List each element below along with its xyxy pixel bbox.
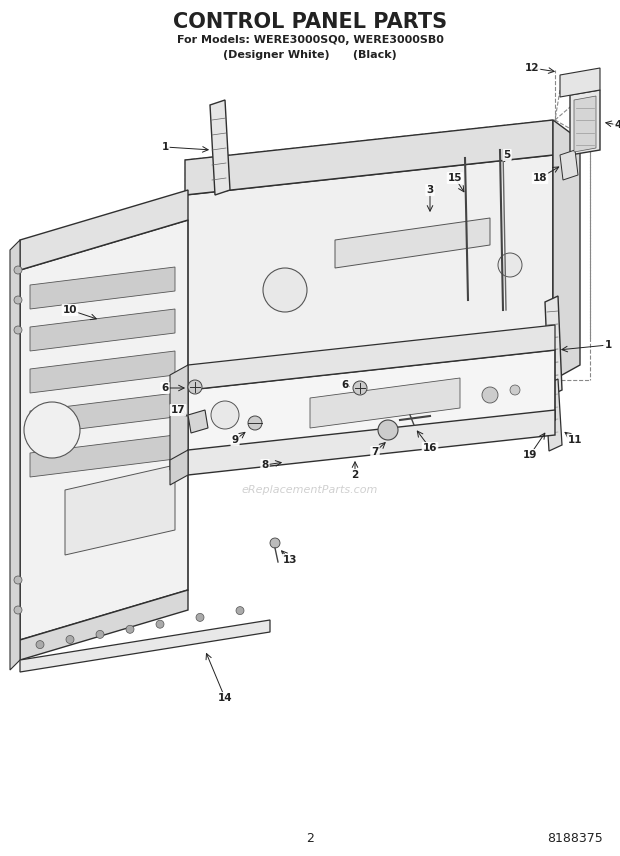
Polygon shape xyxy=(30,351,175,393)
Polygon shape xyxy=(20,190,188,270)
Text: 5: 5 xyxy=(503,150,511,160)
Circle shape xyxy=(196,614,204,621)
Polygon shape xyxy=(188,325,555,390)
Circle shape xyxy=(188,380,202,394)
Text: 9: 9 xyxy=(231,435,239,445)
Circle shape xyxy=(263,268,307,312)
Circle shape xyxy=(36,640,44,649)
Polygon shape xyxy=(560,68,600,97)
Text: 1: 1 xyxy=(604,340,611,350)
Text: 11: 11 xyxy=(568,435,582,445)
Polygon shape xyxy=(185,155,553,420)
Polygon shape xyxy=(30,393,175,435)
Polygon shape xyxy=(185,120,553,195)
Circle shape xyxy=(156,621,164,628)
Circle shape xyxy=(482,387,498,403)
Text: 10: 10 xyxy=(63,305,78,315)
Polygon shape xyxy=(20,220,188,640)
Polygon shape xyxy=(170,450,188,485)
Polygon shape xyxy=(20,620,270,672)
Text: 8: 8 xyxy=(262,460,268,470)
Polygon shape xyxy=(553,120,580,380)
Polygon shape xyxy=(170,365,188,470)
Text: 14: 14 xyxy=(218,693,232,703)
Circle shape xyxy=(14,296,22,304)
Polygon shape xyxy=(65,465,175,555)
Polygon shape xyxy=(30,309,175,351)
Polygon shape xyxy=(30,267,175,309)
Text: 6: 6 xyxy=(161,383,169,393)
Text: 4: 4 xyxy=(614,120,620,130)
Circle shape xyxy=(14,576,22,584)
Polygon shape xyxy=(20,590,188,660)
Text: 17: 17 xyxy=(170,405,185,415)
Circle shape xyxy=(270,538,280,548)
Circle shape xyxy=(24,402,80,458)
Polygon shape xyxy=(570,90,600,155)
Polygon shape xyxy=(10,240,20,670)
Polygon shape xyxy=(545,296,562,396)
Circle shape xyxy=(236,607,244,615)
Circle shape xyxy=(126,625,134,633)
Circle shape xyxy=(378,420,398,440)
Text: 12: 12 xyxy=(525,63,539,73)
Circle shape xyxy=(248,416,262,430)
Circle shape xyxy=(14,326,22,334)
Text: CONTROL PANEL PARTS: CONTROL PANEL PARTS xyxy=(173,12,447,32)
Text: 18: 18 xyxy=(533,173,547,183)
Circle shape xyxy=(14,266,22,274)
Text: 8188375: 8188375 xyxy=(547,831,603,845)
Text: 2: 2 xyxy=(306,831,314,845)
Circle shape xyxy=(66,635,74,644)
Circle shape xyxy=(353,381,367,395)
Polygon shape xyxy=(310,378,460,428)
Text: 13: 13 xyxy=(283,555,297,565)
Polygon shape xyxy=(188,410,208,433)
Polygon shape xyxy=(188,410,555,475)
Polygon shape xyxy=(560,150,578,180)
Polygon shape xyxy=(545,379,562,451)
Circle shape xyxy=(14,606,22,614)
Text: 15: 15 xyxy=(448,173,463,183)
Text: (Designer White)      (Black): (Designer White) (Black) xyxy=(223,50,397,60)
Circle shape xyxy=(211,401,239,429)
Text: 16: 16 xyxy=(423,443,437,453)
Text: 1: 1 xyxy=(161,142,169,152)
Text: 6: 6 xyxy=(342,380,348,390)
Polygon shape xyxy=(335,218,490,268)
Text: 7: 7 xyxy=(371,447,379,457)
Polygon shape xyxy=(30,435,175,477)
Text: 19: 19 xyxy=(523,450,537,460)
Text: 2: 2 xyxy=(352,470,358,480)
Polygon shape xyxy=(210,100,230,195)
Circle shape xyxy=(96,630,104,639)
Text: 3: 3 xyxy=(427,185,433,195)
Text: eReplacementParts.com: eReplacementParts.com xyxy=(242,485,378,495)
Polygon shape xyxy=(188,350,555,460)
Circle shape xyxy=(510,385,520,395)
Polygon shape xyxy=(574,96,596,152)
Text: For Models: WERE3000SQ0, WERE3000SB0: For Models: WERE3000SQ0, WERE3000SB0 xyxy=(177,35,443,45)
Circle shape xyxy=(498,253,522,277)
